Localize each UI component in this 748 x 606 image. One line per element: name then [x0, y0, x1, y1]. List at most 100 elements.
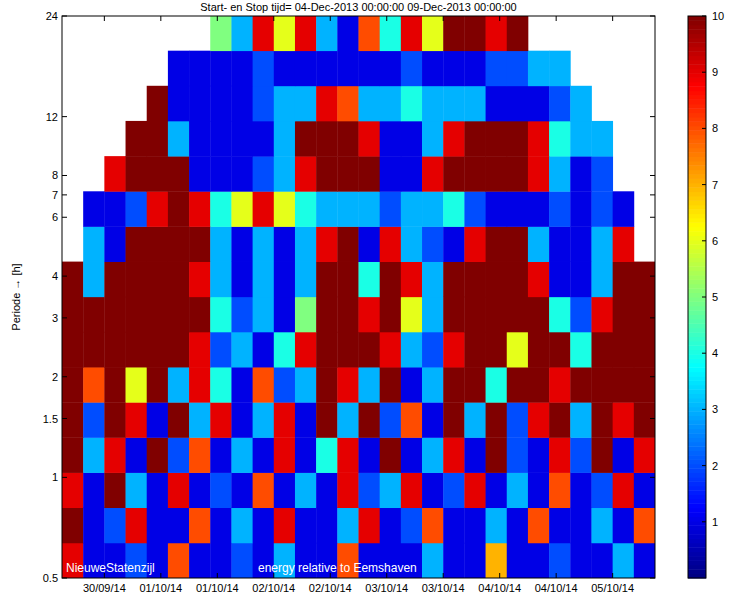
colorbar-tick-label: 2	[712, 460, 718, 472]
y-tick-label: 3	[52, 312, 58, 324]
cell	[83, 508, 105, 544]
cell	[422, 367, 444, 403]
cell	[274, 156, 296, 192]
cell	[147, 508, 169, 544]
cell	[83, 226, 105, 262]
cell	[168, 332, 190, 368]
colorbar-swatch	[688, 481, 706, 486]
cell	[231, 262, 253, 298]
cell	[528, 226, 550, 262]
cell	[443, 86, 465, 122]
cell	[253, 473, 275, 508]
cell	[168, 437, 190, 473]
cell	[295, 437, 317, 473]
colorbar-swatch	[688, 293, 706, 298]
annotation: NieuweStatenzijl	[66, 561, 155, 575]
cell	[147, 297, 169, 333]
cell	[168, 543, 190, 578]
cell	[126, 367, 148, 403]
colorbar-tick-label: 10	[712, 10, 724, 22]
cell	[528, 332, 550, 368]
colorbar-swatch	[688, 354, 706, 359]
cell	[528, 121, 550, 157]
cell	[613, 191, 635, 227]
colorbar-swatch	[688, 69, 706, 74]
cell	[401, 51, 423, 87]
plot-frame	[62, 16, 655, 578]
cell	[634, 402, 655, 438]
cell	[549, 191, 571, 227]
cell	[549, 473, 571, 508]
x-tick-label: 02/10/14	[252, 582, 295, 594]
cell	[316, 191, 338, 227]
cell	[274, 226, 296, 262]
x-tick-label: 01/10/14	[139, 582, 182, 594]
colorbar-swatch	[688, 517, 706, 522]
colorbar-swatch	[688, 332, 706, 337]
colorbar-swatch	[688, 556, 706, 561]
cell	[507, 508, 529, 544]
cell	[147, 437, 169, 473]
cell	[443, 156, 465, 192]
colorbar-swatch	[688, 468, 706, 473]
cell	[380, 367, 402, 403]
cell	[422, 543, 444, 578]
cell	[337, 86, 359, 122]
cell	[591, 543, 613, 578]
cell	[231, 16, 253, 51]
cell	[422, 191, 444, 227]
cell	[168, 367, 190, 403]
cell	[486, 121, 508, 157]
colorbar-swatch	[688, 530, 706, 535]
cell	[62, 473, 84, 508]
colorbar-swatch	[688, 560, 706, 565]
cell	[62, 437, 84, 473]
y-tick	[650, 376, 655, 377]
cell	[189, 262, 211, 298]
cell	[380, 121, 402, 157]
colorbar-swatch	[688, 47, 706, 52]
cell	[210, 332, 232, 368]
cell	[549, 297, 571, 333]
colorbar-swatch	[688, 284, 706, 289]
cell	[549, 262, 571, 298]
colorbar-swatch	[688, 161, 706, 166]
colorbar-swatch	[688, 200, 706, 205]
cell	[231, 437, 253, 473]
cell	[168, 121, 190, 157]
cell	[168, 51, 190, 87]
colorbar-swatch	[688, 337, 706, 342]
colorbar-swatch	[688, 231, 706, 236]
cell	[464, 191, 486, 227]
cell	[168, 262, 190, 298]
x-tick	[499, 573, 500, 578]
colorbar-tick-label: 6	[712, 235, 718, 247]
cell	[210, 86, 232, 122]
cell	[316, 16, 338, 51]
colorbar-tick	[702, 72, 706, 73]
colorbar-swatch	[688, 297, 706, 302]
colorbar-tick-label: 4	[712, 347, 718, 359]
cell	[253, 86, 275, 122]
colorbar-swatch	[688, 552, 706, 557]
cell	[549, 51, 571, 87]
cell	[253, 156, 275, 192]
colorbar-swatch	[688, 547, 706, 552]
colorbar-tick	[702, 240, 706, 241]
cell	[486, 332, 508, 368]
cell	[401, 156, 423, 192]
cell	[104, 262, 126, 298]
cell	[507, 473, 529, 508]
cell	[295, 16, 317, 51]
cell	[337, 121, 359, 157]
cell	[253, 367, 275, 403]
cell	[401, 508, 423, 544]
colorbar-swatch	[688, 170, 706, 175]
cell	[443, 51, 465, 87]
cell	[295, 226, 317, 262]
cell	[62, 367, 84, 403]
colorbar-swatch	[688, 91, 706, 96]
cell	[507, 402, 529, 438]
cell	[380, 156, 402, 192]
colorbar-tick	[702, 16, 706, 17]
